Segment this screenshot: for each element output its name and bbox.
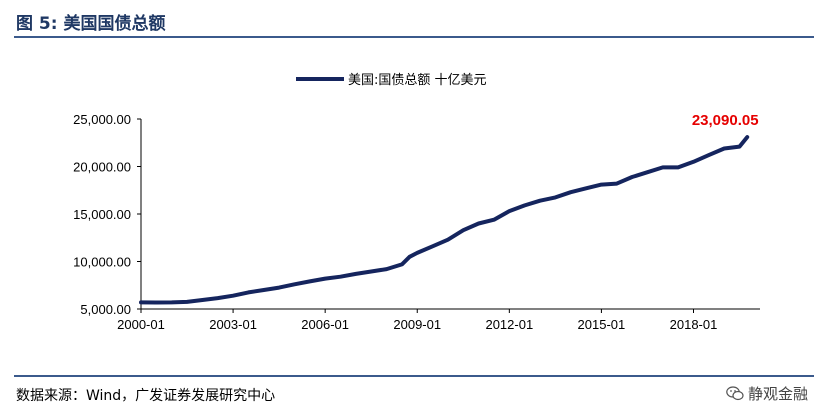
- watermark-text: 静观金融: [747, 385, 808, 403]
- x-tick-label: 2000-01: [117, 317, 165, 332]
- y-tick-label: 5,000.00: [80, 302, 131, 317]
- figure-title: 图 5: 美国国债总额: [16, 14, 166, 34]
- x-tick-label: 2018-01: [670, 317, 718, 332]
- chart-legend: 美国:国债总额 十亿美元: [296, 73, 487, 88]
- series-line-0: [139, 135, 750, 305]
- figure-header: 图 5: 美国国债总额: [14, 6, 814, 38]
- x-tick-label: 2003-01: [209, 317, 257, 332]
- wechat-icon: [726, 386, 744, 401]
- x-tick-label: 2012-01: [485, 317, 533, 332]
- x-tick-label: 2006-01: [301, 317, 349, 332]
- chart-series: [139, 135, 750, 305]
- figure-footer: 数据来源：Wind，广发证券发展研究中心 静观金融: [14, 375, 814, 411]
- legend-label: 美国:国债总额 十亿美元: [348, 73, 487, 88]
- chart-labels: 23,090.05: [692, 112, 759, 129]
- y-tick-label: 20,000.00: [73, 160, 131, 175]
- y-tick-label: 25,000.00: [73, 112, 131, 127]
- y-tick-label: 15,000.00: [73, 207, 131, 222]
- x-tick-label: 2015-01: [578, 317, 626, 332]
- y-tick-label: 10,000.00: [73, 255, 131, 270]
- last-value-label: 23,090.05: [692, 112, 759, 129]
- source-note: 数据来源：Wind，广发证券发展研究中心: [16, 388, 276, 404]
- chart-axes: 5,000.00 10,000.00 15,000.00 20,000.00 25,00…: [73, 112, 760, 332]
- x-tick-label: 2009-01: [393, 317, 441, 332]
- watermark: 静观金融: [726, 383, 808, 404]
